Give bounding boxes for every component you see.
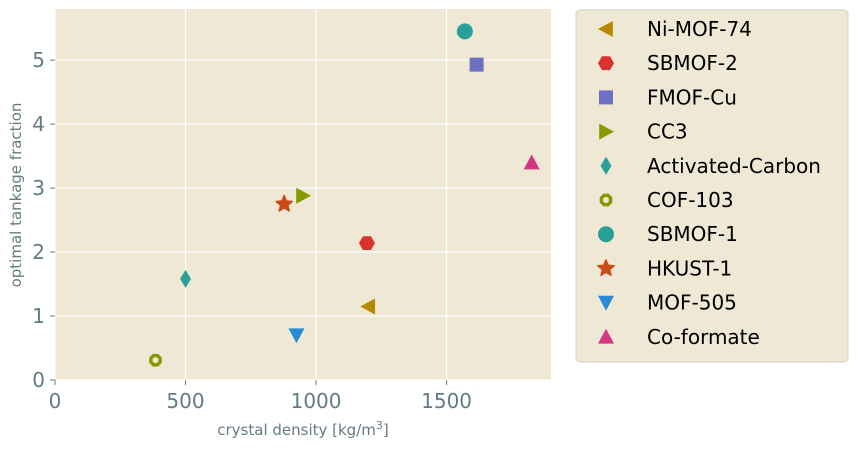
- legend-marker: [599, 123, 614, 140]
- x-tick-label: 1500: [421, 389, 472, 413]
- legend-marker: [599, 90, 613, 105]
- legend-label: Co-formate: [647, 325, 760, 349]
- axis-ticks: 0 500 1000 1500 0 1 2 3 4 5: [32, 48, 472, 413]
- y-tick-label: 3: [32, 176, 45, 200]
- x-axis-label-suffix: ]: [383, 421, 389, 439]
- legend-label: MOF-505: [647, 291, 737, 315]
- y-tick-label: 4: [32, 112, 45, 136]
- y-tick-label: 1: [32, 304, 45, 328]
- legend: Ni-MOF-74 SBMOF-2 FMOF-Cu CC3 Activated-Carb…: [575, 9, 849, 363]
- y-tick-label: 2: [32, 240, 45, 264]
- y-axis-label: optimal tankage fraction: [7, 103, 25, 288]
- legend-label: COF-103: [647, 188, 734, 212]
- legend-label: SBMOF-1: [647, 222, 738, 246]
- legend-marker: [600, 156, 612, 175]
- data-point: [360, 298, 376, 315]
- grid-lines: [54, 9, 551, 381]
- legend-marker: [598, 328, 614, 344]
- data-point: [523, 154, 540, 170]
- data-point: [456, 23, 473, 40]
- legend-label: Activated-Carbon: [647, 154, 821, 178]
- legend-label: CC3: [647, 120, 688, 144]
- data-point: [180, 269, 192, 288]
- legend-label: FMOF-Cu: [647, 85, 737, 109]
- legend-marker: [599, 193, 613, 207]
- x-tick-label: 500: [166, 389, 204, 413]
- x-tick-label: 0: [49, 389, 62, 413]
- data-points: [149, 23, 540, 367]
- legend-label: SBMOF-2: [647, 51, 738, 75]
- y-tick-label: 5: [32, 48, 45, 72]
- data-point: [358, 236, 375, 251]
- data-point: [275, 194, 294, 212]
- x-axis-label-main: crystal density [kg/m: [217, 421, 376, 439]
- legend-label: Ni-MOF-74: [647, 17, 752, 41]
- y-tick-label: 0: [32, 368, 45, 392]
- legend-label: HKUST-1: [647, 256, 732, 280]
- x-tick-label: 1000: [291, 389, 342, 413]
- data-point: [296, 187, 311, 204]
- legend-marker: [598, 21, 613, 37]
- data-point: [288, 328, 305, 344]
- x-axis-label-superscript: 3: [376, 419, 383, 432]
- data-point: [469, 57, 484, 72]
- x-axis-label: crystal density [kg/m3]: [217, 419, 388, 439]
- legend-marker: [598, 56, 614, 71]
- data-point: [149, 353, 162, 367]
- legend-marker: [598, 226, 614, 243]
- legend-marker: [597, 259, 615, 277]
- legend-box: [575, 9, 849, 363]
- legend-marker: [598, 295, 614, 311]
